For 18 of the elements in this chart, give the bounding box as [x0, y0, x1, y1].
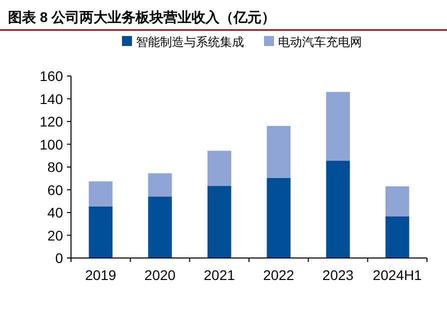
y-tick-label: 140: [40, 90, 64, 107]
x-tick-label: 2020: [144, 267, 176, 283]
y-tick-label: 60: [47, 182, 64, 198]
y-tick-label: 80: [47, 159, 64, 175]
x-tick-label: 2023: [322, 267, 354, 283]
x-tick-label: 2021: [204, 267, 236, 283]
y-tick-label: 120: [40, 114, 64, 130]
legend-label: 电动汽车充电网: [278, 35, 362, 49]
y-tick-label: 40: [47, 204, 64, 220]
x-tick-label: 2022: [263, 267, 294, 283]
y-tick-label: 100: [40, 136, 64, 152]
x-tick-label: 2019: [85, 267, 116, 283]
legend-label: 智能制造与系统集成: [136, 35, 244, 49]
y-tick-label: 0: [55, 250, 64, 266]
chart-title: 图表 8 公司两大业务板块营业收入（亿元）: [8, 9, 276, 25]
y-tick-label: 160: [40, 68, 64, 84]
x-tick-label: 2024H1: [372, 267, 422, 283]
y-tick-label: 20: [47, 227, 64, 244]
